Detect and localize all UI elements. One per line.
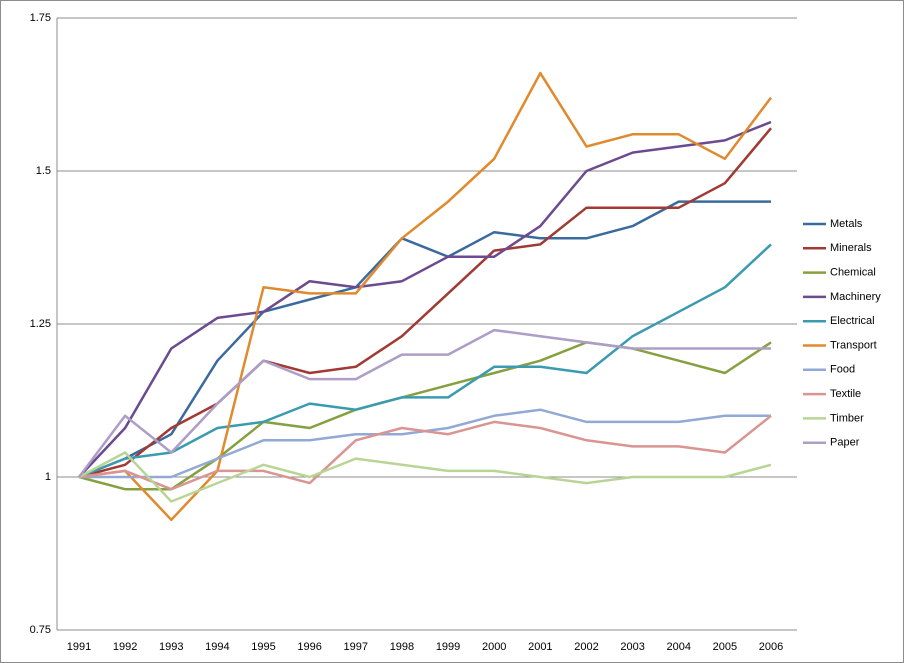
series-line xyxy=(78,200,771,479)
x-tick-label: 2003 xyxy=(620,641,644,653)
x-tick-label: 2000 xyxy=(482,641,506,653)
x-tick-label: 1994 xyxy=(205,641,229,653)
x-tick-label: 1996 xyxy=(297,641,321,653)
x-tick-label: 2002 xyxy=(574,641,598,653)
legend-label: Transport xyxy=(830,339,877,351)
series-line xyxy=(78,451,772,503)
series-line xyxy=(78,120,772,478)
legend-label: Electrical xyxy=(830,315,875,327)
legend-label: Minerals xyxy=(830,242,872,254)
legend-label: Metals xyxy=(830,218,863,230)
legend-label: Paper xyxy=(830,437,860,449)
series-line xyxy=(78,328,771,478)
legend-label: Chemical xyxy=(830,267,876,279)
series-line xyxy=(78,341,772,491)
x-tick-label: 1998 xyxy=(390,641,414,653)
x-tick-label: 2006 xyxy=(759,641,783,653)
series-line xyxy=(78,243,772,479)
x-tick-label: 2001 xyxy=(528,641,552,653)
legend-label: Timber xyxy=(830,412,864,424)
y-tick-label: 1.75 xyxy=(30,12,51,24)
x-tick-label: 1993 xyxy=(159,641,183,653)
y-tick-label: 1.25 xyxy=(30,318,51,330)
x-tick-label: 1991 xyxy=(67,641,91,653)
x-tick-label: 2004 xyxy=(666,641,690,653)
series-line xyxy=(78,414,772,491)
series-line xyxy=(78,71,772,522)
legend-label: Food xyxy=(830,364,855,376)
x-tick-label: 1999 xyxy=(436,641,460,653)
y-tick-label: 0.75 xyxy=(30,624,51,636)
x-tick-label: 1995 xyxy=(251,641,275,653)
x-tick-label: 2005 xyxy=(713,641,737,653)
x-tick-label: 1992 xyxy=(113,641,137,653)
y-tick-label: 1.5 xyxy=(36,165,51,177)
x-tick-label: 1997 xyxy=(344,641,368,653)
series-line xyxy=(78,127,772,479)
legend-label: Machinery xyxy=(830,291,881,303)
y-tick-label: 1 xyxy=(45,471,51,483)
legend-label: Textile xyxy=(830,388,861,400)
